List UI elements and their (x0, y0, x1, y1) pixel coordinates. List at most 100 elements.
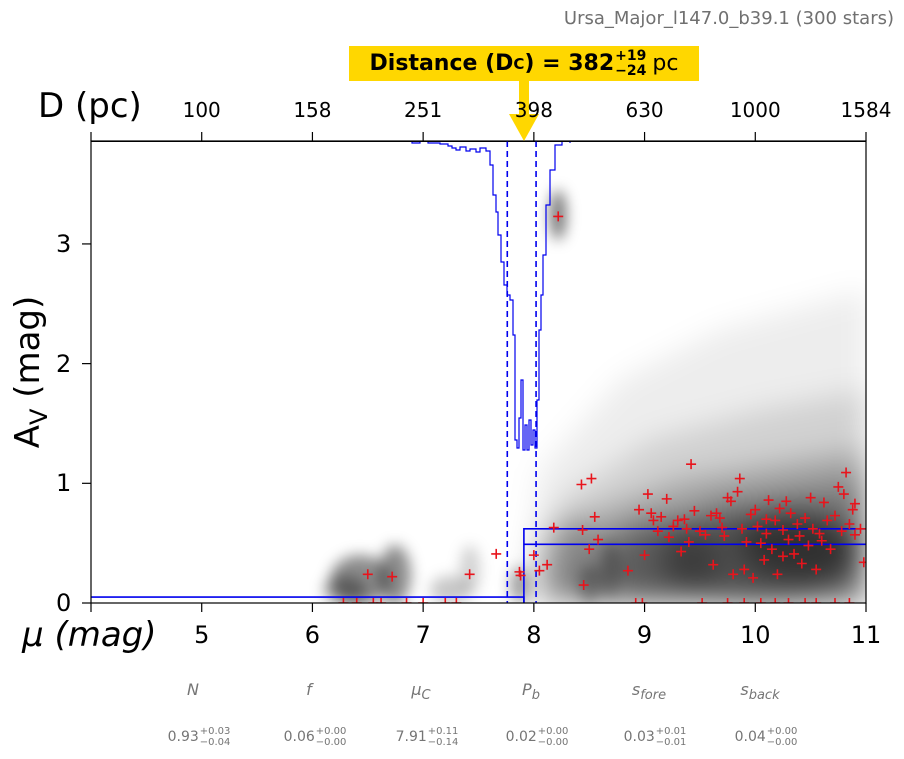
param-value: 0.03+0.01 −0.01 (624, 726, 687, 748)
star-marker (683, 536, 694, 547)
star-marker (777, 524, 788, 535)
star-marker (849, 529, 860, 540)
star-marker (752, 521, 763, 532)
top-tick-label: 158 (293, 98, 332, 122)
star-marker (642, 489, 653, 500)
x-tick-label: 8 (526, 621, 542, 649)
star-marker (464, 569, 475, 580)
star-marker (822, 515, 833, 526)
top-axis-ticks (201, 132, 867, 141)
x-axis-ticks (90, 132, 867, 612)
distance-box: Distance (D C) = 382 +19 −24 pc (349, 46, 699, 81)
x-axis-label: μ (mag) (22, 615, 157, 655)
model-background-upper-line (523, 527, 866, 603)
star-marker (368, 598, 379, 603)
star-marker (838, 489, 849, 500)
star-marker (700, 529, 711, 540)
extinction-model (91, 141, 866, 603)
star-marker (577, 524, 588, 535)
star-marker (576, 479, 587, 490)
param-value-number: 0.06 (283, 729, 315, 745)
y-axis-label-main: A (8, 425, 48, 449)
top-tick-label: 100 (182, 98, 221, 122)
star-marker (737, 523, 747, 534)
distance-minus-error: −24 (615, 62, 647, 79)
star-marker (814, 528, 825, 539)
param-value-number: 0.02 (505, 729, 537, 745)
param-symbol: μ (411, 680, 422, 699)
star-marker (491, 548, 502, 559)
y-tick-label: 2 (56, 349, 72, 378)
star-marker (656, 511, 667, 522)
density-map (323, 190, 866, 603)
star-marker (646, 508, 657, 519)
star-marker (672, 515, 683, 526)
param-minus-error: −0.00 (537, 737, 569, 748)
star-marker (725, 496, 736, 507)
region-name: Ursa_Major_l147.0_b39.1 (563, 8, 790, 29)
star-marker (714, 513, 725, 524)
star-marker (794, 530, 805, 541)
star-marker (849, 498, 860, 509)
param-minus-error: −0.04 (199, 737, 231, 748)
param-minus-error: −0.01 (655, 737, 687, 748)
star-marker (750, 504, 761, 515)
param-subscript: back (748, 688, 780, 704)
star-marker (630, 598, 641, 603)
star-marker (717, 522, 728, 533)
star-marker (440, 598, 451, 603)
star-marker (387, 571, 398, 582)
param-plus-error: +0.11 (427, 726, 459, 737)
star-marker (542, 559, 553, 570)
star-marker (805, 492, 816, 503)
star-marker (528, 550, 539, 561)
param-value: 0.02+0.00 −0.00 (506, 726, 569, 748)
star-marker (781, 496, 792, 507)
star-marker (761, 514, 772, 525)
top-tick-label: 630 (625, 98, 664, 122)
star-marker (584, 544, 595, 555)
param-plus-error: +0.00 (537, 726, 569, 737)
star-marker (785, 508, 796, 519)
star-marker (766, 544, 777, 555)
star-marker (418, 598, 429, 603)
distance-prefix: Distance (D (369, 51, 514, 76)
x-tick-label: 7 (415, 621, 431, 649)
star-marker (818, 497, 829, 508)
star-marker (401, 598, 412, 603)
param-name: Pb (522, 680, 540, 702)
plot-frame (90, 140, 867, 604)
star-marker (844, 519, 855, 530)
star-marker (858, 557, 866, 568)
star-marker (586, 473, 597, 484)
param-subscript: fore (640, 688, 667, 704)
param-subscript: C (421, 688, 431, 704)
param-symbol: N (187, 680, 199, 699)
star-marker (689, 505, 700, 516)
star-marker (783, 598, 794, 603)
star-marker (807, 523, 818, 534)
star-marker (739, 564, 750, 575)
param-value-number: 7.91 (395, 729, 427, 745)
star-marker (844, 598, 855, 603)
param-value-number: 0.04 (734, 729, 766, 745)
y-tick-label: 1 (56, 469, 72, 498)
param-name: sfore (632, 680, 666, 702)
star-marker (741, 536, 752, 547)
param-value: 7.91+0.11 −0.14 (396, 726, 459, 748)
star-marker (708, 559, 719, 570)
star-marker (679, 514, 690, 525)
param-value-number: 0.03 (623, 729, 655, 745)
param-value: 0.06+0.00 −0.00 (284, 726, 347, 748)
star-marker (761, 528, 772, 539)
star-marker (451, 598, 462, 603)
star-marker (796, 558, 807, 569)
top-tick-label: 251 (404, 98, 443, 122)
star-marker (663, 532, 674, 543)
distance-plus-error: +19 (615, 47, 647, 64)
star-marker (816, 535, 827, 546)
star-marker (770, 515, 781, 526)
top-axis-label: D (pc) (38, 86, 142, 126)
y-tick-label: 3 (56, 229, 72, 258)
